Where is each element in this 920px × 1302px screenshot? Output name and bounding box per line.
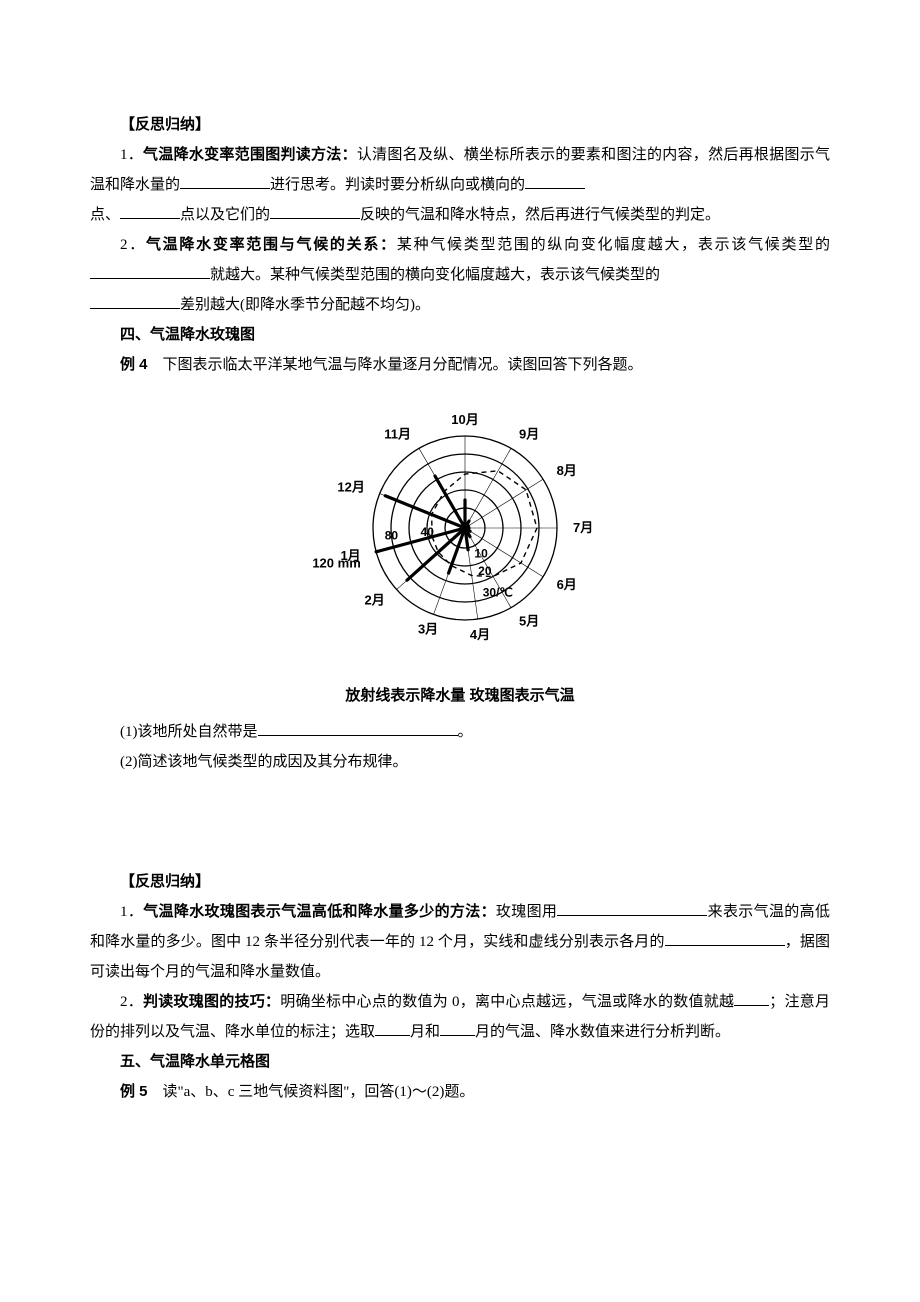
blank — [180, 173, 270, 189]
s1-p2-num: 2． — [120, 237, 146, 253]
svg-text:7月: 7月 — [573, 520, 593, 535]
ex5-label: 例 5 — [120, 1083, 148, 1100]
svg-text:2月: 2月 — [365, 592, 385, 607]
reflection-heading-2: 【反思归纳】 — [90, 867, 830, 897]
s3-p2-t4: 月的气温、降水数值来进行分析判断。 — [475, 1024, 730, 1040]
svg-text:40: 40 — [421, 525, 435, 539]
s1-p2: 2．气温降水变率范围与气候的关系：某种气候类型范围的纵向变化幅度越大，表示该气候… — [90, 230, 830, 290]
example4: 例 4 下图表示临太平洋某地气温与降水量逐月分配情况。读图回答下列各题。 — [90, 350, 830, 380]
blank — [665, 930, 785, 946]
s3-p1-num: 1． — [120, 904, 143, 920]
q1: (1)该地所处自然带是 。 — [90, 717, 830, 747]
svg-text:5月: 5月 — [519, 614, 539, 629]
s1-p1-num: 1． — [120, 147, 143, 163]
svg-text:30/℃: 30/℃ — [483, 586, 513, 600]
ex4-text: 下图表示临太平洋某地气温与降水量逐月分配情况。读图回答下列各题。 — [163, 357, 643, 373]
svg-text:20: 20 — [478, 564, 492, 578]
example5: 例 5 读"a、b、c 三地气候资料图"，回答(1)～(2)题。 — [90, 1077, 830, 1107]
blank — [525, 173, 585, 189]
svg-text:8月: 8月 — [557, 463, 577, 478]
q2: (2)简述该地气候类型的成因及其分布规律。 — [90, 747, 830, 777]
s1-p1-t4: 点以及它们的 — [180, 207, 270, 223]
s1-p1-bold: 气温降水变率范围图判读方法： — [143, 147, 357, 163]
blank — [734, 990, 769, 1006]
section2-heading: 四、气温降水玫瑰图 — [90, 320, 830, 350]
svg-text:4月: 4月 — [470, 627, 490, 642]
ex5-text: 读"a、b、c 三地气候资料图"，回答(1)～(2)题。 — [163, 1084, 475, 1100]
q1-text: (1)该地所处自然带是 — [120, 724, 258, 740]
blank — [375, 1020, 410, 1036]
blank — [90, 263, 210, 279]
q1-end: 。 — [458, 724, 473, 740]
blank — [440, 1020, 475, 1036]
s1-p1: 1．气温降水变率范围图判读方法：认清图名及纵、横坐标所表示的要素和图注的内容，然… — [90, 140, 830, 200]
svg-text:80: 80 — [385, 529, 399, 543]
blank — [270, 203, 360, 219]
s3-p2-t3: 月和 — [410, 1024, 440, 1040]
blank — [557, 900, 707, 916]
svg-text:10月: 10月 — [451, 412, 478, 427]
blank — [120, 203, 180, 219]
s1-p2b: 差别越大(即降水季节分配越不均匀)。 — [90, 290, 830, 320]
s1-p2-t1: 某种气候类型范围的纵向变化幅度越大，表示该气候类型的 — [397, 237, 830, 253]
diagram-caption: 放射线表示降水量 玫瑰图表示气温 — [90, 681, 830, 711]
svg-text:120 mm: 120 mm — [312, 555, 360, 570]
s3-p1: 1．气温降水玫瑰图表示气温高低和降水量多少的方法：玫瑰图用来表示气温的高低和降水… — [90, 897, 830, 987]
ex4-label: 例 4 — [120, 356, 148, 373]
reflection-heading-1: 【反思归纳】 — [90, 110, 830, 140]
svg-text:3月: 3月 — [418, 621, 438, 636]
s3-p2-bold: 判读玫瑰图的技巧： — [143, 994, 280, 1010]
s3-p2-num: 2． — [120, 994, 143, 1010]
svg-text:11月: 11月 — [384, 426, 411, 441]
page: 【反思归纳】 1．气温降水变率范围图判读方法：认清图名及纵、横坐标所表示的要素和… — [0, 0, 920, 1302]
rose-diagram: 1月2月3月4月5月6月7月8月9月10月11月12月120 mm8040102… — [90, 388, 830, 679]
svg-text:12月: 12月 — [337, 480, 364, 495]
blank — [258, 720, 458, 736]
s1-p1b: 点、 点以及它们的 反映的气温和降水特点，然后再进行气候类型的判定。 — [90, 200, 830, 230]
s1-p1-t3: 点、 — [90, 207, 120, 223]
blank — [90, 293, 180, 309]
svg-text:6月: 6月 — [557, 577, 577, 592]
s1-p1-t5: 反映的气温和降水特点，然后再进行气候类型的判定。 — [360, 207, 720, 223]
s3-p2-t1: 明确坐标中心点的数值为 0，离中心点越远，气温或降水的数值就越 — [280, 994, 734, 1010]
svg-text:9月: 9月 — [519, 426, 539, 441]
svg-text:10: 10 — [474, 546, 488, 560]
answer-space — [90, 777, 830, 867]
s1-p2-t2: 就越大。某种气候类型范围的横向变化幅度越大，表示该气候类型的 — [210, 267, 660, 283]
s1-p2-bold: 气温降水变率范围与气候的关系： — [146, 237, 397, 253]
rose-svg: 1月2月3月4月5月6月7月8月9月10月11月12月120 mm8040102… — [290, 388, 630, 668]
s3-p1-bold: 气温降水玫瑰图表示气温高低和降水量多少的方法： — [143, 904, 496, 920]
s1-p1-t2: 进行思考。判读时要分析纵向或横向的 — [270, 177, 525, 193]
s3-p1-t1: 玫瑰图用 — [496, 904, 557, 920]
s1-p2-t3: 差别越大(即降水季节分配越不均匀)。 — [180, 297, 430, 313]
section4-heading: 五、气温降水单元格图 — [90, 1047, 830, 1077]
s3-p2: 2．判读玫瑰图的技巧：明确坐标中心点的数值为 0，离中心点越远，气温或降水的数值… — [90, 987, 830, 1047]
